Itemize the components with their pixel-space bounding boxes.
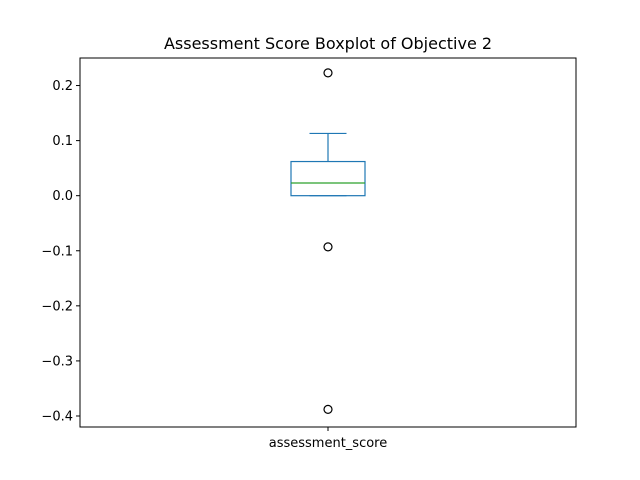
y-tick-label: 0.0 (52, 189, 73, 204)
iqr-box (290, 160, 366, 197)
outlier-point (323, 242, 333, 252)
outlier-point (323, 404, 333, 414)
chart-title: Assessment Score Boxplot of Objective 2 (164, 34, 492, 53)
outlier-point (323, 68, 333, 78)
y-tick-label: 0.1 (52, 134, 73, 149)
y-tick-label: −0.2 (41, 299, 73, 314)
y-tick-label: −0.4 (41, 409, 73, 424)
y-tick-label: 0.2 (52, 79, 73, 94)
x-tick-label: assessment_score (269, 436, 388, 451)
y-tick-label: −0.1 (41, 244, 73, 259)
y-tick-label: −0.3 (41, 354, 73, 369)
